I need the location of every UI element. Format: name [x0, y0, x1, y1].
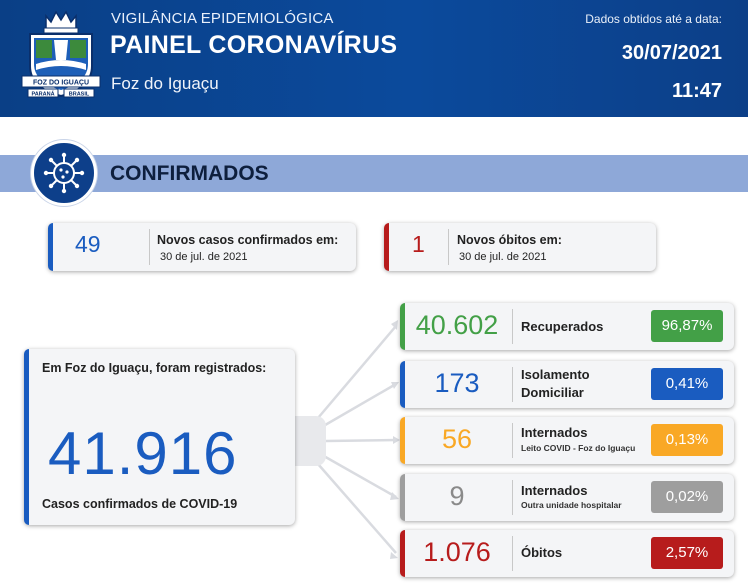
breakdown-row-internados-outra: 9 Internados Outra unidade hospitalar 0,…: [400, 474, 734, 521]
row-accent: [400, 474, 405, 521]
row-divider: [512, 367, 513, 402]
isolamento-value: 173: [434, 368, 480, 398]
new-cases-label: Novos casos confirmados em:: [157, 233, 339, 247]
flow-connector-block: [292, 416, 326, 466]
row-divider: [512, 423, 513, 458]
new-deaths-label: Novos óbitos em:: [457, 233, 562, 247]
breakdown-row-isolamento: 173 Isolamento Domiciliar 0,41%: [400, 361, 734, 408]
isolamento-label: Isolamento: [521, 367, 590, 382]
row-divider: [512, 480, 513, 515]
internados-outra-label: Internados: [521, 483, 588, 498]
obitos-value: 1.076: [423, 537, 491, 567]
obitos-label: Óbitos: [521, 545, 563, 560]
internados-covid-value: 56: [441, 424, 473, 454]
row-accent: [400, 417, 405, 464]
internados-covid-sublabel: Leito COVID - Foz do Iguaçu: [521, 443, 636, 453]
new-deaths-date: 30 de jul. de 2021: [459, 251, 547, 263]
data-date: 30/07/2021: [621, 42, 722, 64]
breakdown-row-internados-covid: 56 Internados Leito COVID - Foz do Iguaç…: [400, 417, 734, 464]
internados-outra-sublabel: Outra unidade hospitalar: [521, 500, 622, 510]
total-cases-value: 41.916: [48, 420, 238, 487]
page-title: PAINEL CORONAVÍRUS: [110, 31, 398, 59]
internados-outra-percent-badge: 0,02%: [651, 481, 723, 513]
new-deaths-card: 1 Novos óbitos em: 30 de jul. de 2021: [384, 223, 656, 271]
card-accent: [24, 349, 29, 525]
section-banner: [0, 155, 748, 192]
row-accent: [400, 361, 405, 408]
card-divider: [149, 229, 150, 265]
internados-covid-percent-badge: 0,13%: [651, 424, 723, 456]
header-bar: FOZ DO IGUAÇU PARANÁ BRASIL VIGILÂNCIA E…: [0, 0, 748, 117]
crest-text-right: BRASIL: [69, 92, 90, 98]
header-city: Foz do Iguaçu: [111, 74, 219, 93]
recuperados-percent-badge: 96,87%: [651, 310, 723, 342]
city-crest-logo: FOZ DO IGUAÇU PARANÁ BRASIL: [21, 10, 101, 98]
card-divider: [448, 229, 449, 265]
card-accent: [48, 223, 53, 271]
new-cases-value: 49: [75, 231, 101, 257]
total-cases-title: Em Foz do Iguaçu, foram registrados:: [42, 361, 267, 375]
total-cases-subtitle: Casos confirmados de COVID-19: [42, 497, 238, 511]
total-cases-card: Em Foz do Iguaçu, foram registrados: 41.…: [24, 349, 295, 525]
breakdown-row-obitos: 1.076 Óbitos 2,57%: [400, 530, 734, 577]
recuperados-value: 40.602: [415, 310, 499, 340]
recuperados-label: Recuperados: [521, 319, 604, 334]
section-title: CONFIRMADOS: [110, 162, 269, 185]
new-cases-date: 30 de jul. de 2021: [160, 251, 248, 263]
header-supertitle: VIGILÂNCIA EPIDEMIOLÓGICA: [111, 10, 334, 27]
data-date-note: Dados obtidos até a data:: [585, 12, 722, 26]
row-divider: [512, 536, 513, 571]
virus-icon: [43, 152, 85, 194]
internados-covid-label: Internados: [521, 425, 588, 440]
isolamento-label-line2: Domiciliar: [521, 385, 584, 400]
obitos-percent-badge: 2,57%: [651, 537, 723, 569]
card-accent: [384, 223, 389, 271]
crest-text-top: FOZ DO IGUAÇU: [33, 80, 89, 87]
section-icon-badge: [31, 140, 97, 206]
row-accent: [400, 530, 405, 577]
internados-outra-value: 9: [449, 481, 465, 511]
new-deaths-value: 1: [412, 231, 425, 257]
data-time: 11:47: [671, 80, 722, 102]
breakdown-row-recuperados: 40.602 Recuperados 96,87%: [400, 303, 734, 350]
isolamento-percent-badge: 0,41%: [651, 368, 723, 400]
row-accent: [400, 303, 405, 350]
crest-text-left: PARANÁ: [31, 91, 54, 98]
row-divider: [512, 309, 513, 344]
new-cases-card: 49 Novos casos confirmados em: 30 de jul…: [48, 223, 356, 271]
